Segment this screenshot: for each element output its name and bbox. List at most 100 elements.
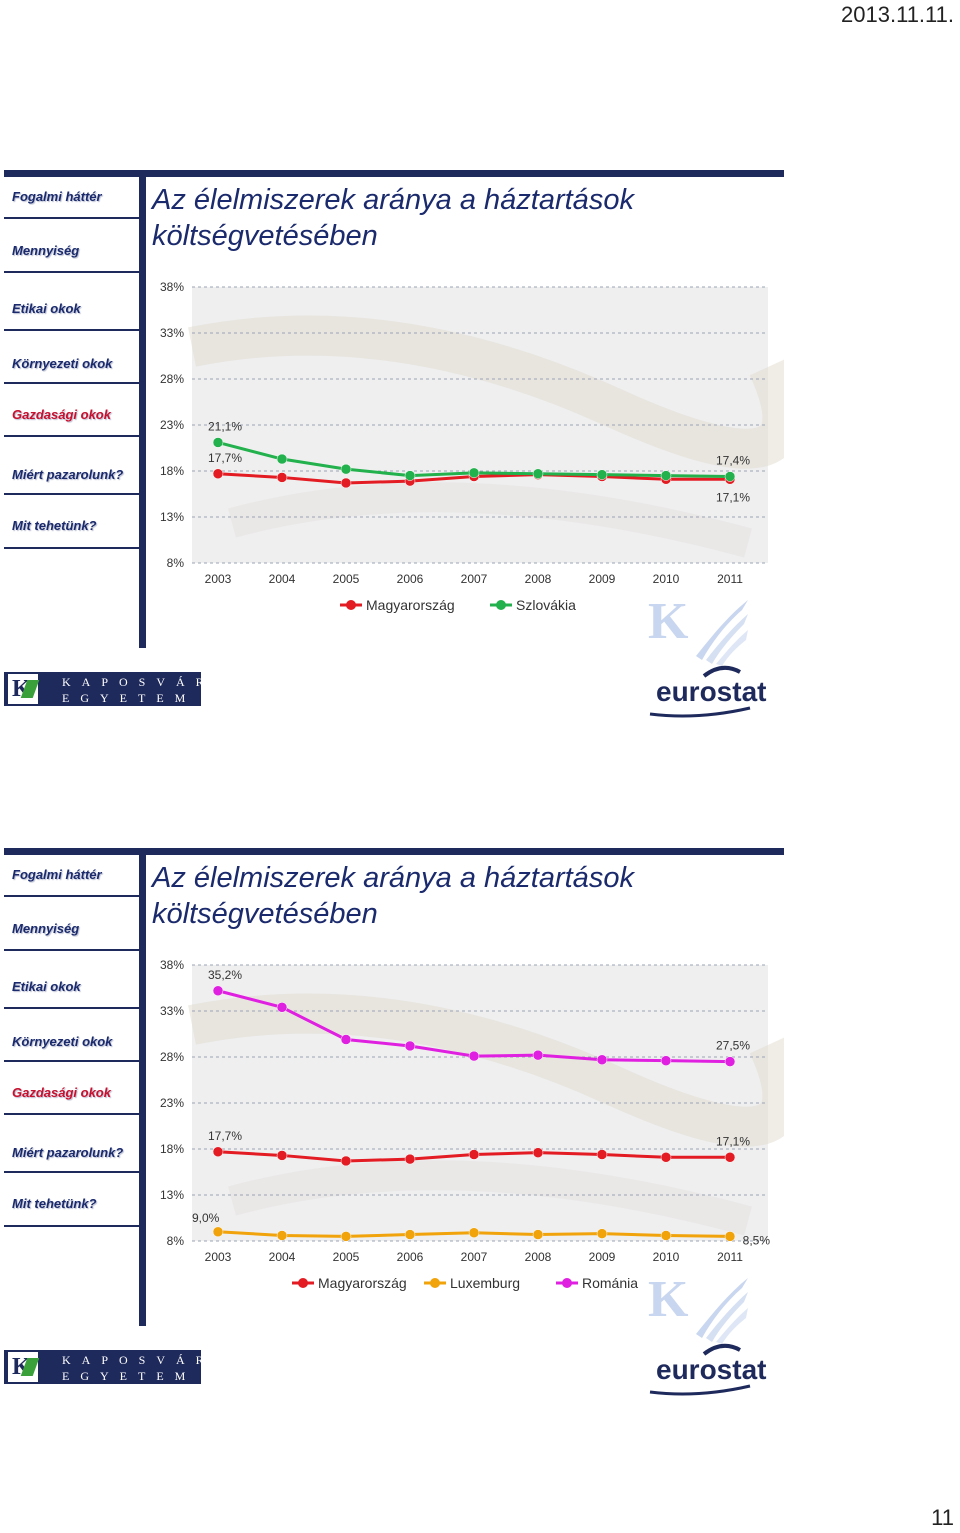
data-point — [724, 471, 736, 482]
x-tick-label: 2010 — [653, 1250, 680, 1264]
slide-2: Fogalmi háttér Mennyiség Etikai okok Kör… — [4, 848, 784, 1396]
banknote-watermark — [188, 315, 784, 469]
eurostat-logo: K eurostat — [648, 592, 768, 720]
eurostat-swoosh-icon — [649, 1384, 751, 1396]
chart-2: 38% 33% 28% 23% 18% 13% 8% 2003 2004 2005 2006 2007… — [160, 958, 784, 1291]
slide-sidebar: Fogalmi háttér Mennyiség Etikai okok Kör… — [4, 177, 139, 597]
x-tick-label: 2011 — [717, 1250, 743, 1264]
data-point — [532, 1147, 544, 1158]
eurostat-swoosh-icon — [649, 706, 751, 718]
data-point — [276, 1002, 288, 1013]
x-tick-label: 2007 — [461, 1250, 488, 1264]
nav-divider — [4, 1171, 139, 1173]
x-tick-label: 2007 — [461, 572, 488, 586]
data-point — [532, 1229, 544, 1240]
legend-label: Magyarország — [318, 1275, 407, 1291]
data-point — [532, 468, 544, 480]
x-tick-label: 2005 — [333, 1250, 360, 1264]
y-tick-label: 13% — [160, 510, 184, 524]
legend-swatch-marker — [496, 600, 506, 610]
data-label: 17,7% — [208, 451, 242, 465]
data-point — [660, 470, 672, 481]
nav-divider — [4, 493, 139, 495]
data-point — [596, 469, 608, 480]
legend-label: Luxemburg — [450, 1275, 520, 1291]
nav-item-fogalmi-hatter[interactable]: Fogalmi háttér — [12, 189, 102, 204]
legend-swatch-marker — [298, 1278, 308, 1288]
slide-divider-bar — [139, 848, 146, 1326]
x-tick-label: 2009 — [589, 1250, 616, 1264]
x-tick-label: 2009 — [589, 572, 616, 586]
nav-item-miert-pazarolunk[interactable]: Miért pazarolunk? — [12, 1145, 124, 1160]
nav-item-gazdasagi-okok[interactable]: Gazdasági okok — [12, 407, 111, 422]
data-point — [276, 1150, 288, 1161]
data-label: 27,5% — [716, 1039, 750, 1053]
nav-divider — [4, 547, 139, 549]
x-tick-label: 2003 — [205, 1250, 232, 1264]
ke-watermark-icon: K — [648, 1271, 689, 1328]
data-label: 9,0% — [192, 1211, 220, 1225]
nav-item-mennyiseg[interactable]: Mennyiség — [12, 921, 80, 936]
chart-1: 38% 33% 28% 23% 18% 13% 8% 2003 2004 2005 2006 2007… — [160, 280, 784, 613]
nav-item-etikai-okok[interactable]: Etikai okok — [12, 301, 81, 316]
ke-logo-icon: K — [8, 674, 40, 704]
x-tick-label: 2010 — [653, 572, 680, 586]
data-label: 17,1% — [716, 490, 750, 504]
x-tick-label: 2008 — [525, 572, 552, 586]
slide-title: Az élelmiszerek aránya a háztartások köl… — [152, 184, 634, 252]
nav-item-gazdasagi-okok[interactable]: Gazdasági okok — [12, 1085, 111, 1100]
data-point — [532, 1049, 544, 1061]
data-point — [212, 985, 224, 997]
x-tick-label: 2006 — [397, 1250, 424, 1264]
ke-logo-icon: K — [8, 1352, 40, 1382]
kaposvari-egyetem-logo: K KAPOSVÁRI EGYETEM — [4, 672, 219, 706]
nav-item-miert-pazarolunk[interactable]: Miért pazarolunk? — [12, 467, 124, 482]
y-tick-label: 18% — [160, 464, 184, 478]
nav-item-kornyezeti-okok[interactable]: Környezeti okok — [12, 1034, 113, 1049]
eurostat-wordmark: eurostat — [656, 1354, 767, 1385]
eurostat-logo: K eurostat — [648, 1270, 768, 1398]
logo-text-row2: EGYETEM — [62, 691, 197, 705]
nav-item-kornyezeti-okok[interactable]: Környezeti okok — [12, 356, 113, 371]
data-point — [276, 453, 288, 465]
y-tick-label: 33% — [160, 326, 184, 340]
x-tick-label: 2011 — [717, 572, 743, 586]
legend-swatch-marker — [346, 600, 356, 610]
slide-1: Fogalmi háttér Mennyiség Etikai okok Kör… — [4, 170, 784, 718]
data-point — [404, 1040, 416, 1052]
x-tick-label: 2008 — [525, 1250, 552, 1264]
eurostat-arc-icon — [702, 665, 741, 678]
nav-item-etikai-okok[interactable]: Etikai okok — [12, 979, 81, 994]
nav-divider — [4, 382, 139, 384]
slide-top-bar — [4, 170, 784, 177]
data-label: 17,4% — [716, 454, 750, 468]
slide-divider-bar — [139, 170, 146, 648]
y-tick-label: 38% — [160, 958, 184, 972]
legend-label: Románia — [582, 1275, 638, 1291]
data-point — [404, 470, 416, 481]
data-point — [660, 1055, 672, 1066]
nav-divider — [4, 435, 139, 437]
data-point — [340, 1034, 352, 1045]
y-tick-label: 28% — [160, 372, 184, 386]
nav-item-mit-tehetunk[interactable]: Mit tehetünk? — [12, 1196, 97, 1211]
data-point — [212, 468, 224, 480]
page-number: 11 — [931, 1505, 954, 1530]
y-tick-label: 33% — [160, 1004, 184, 1018]
x-tick-label: 2006 — [397, 572, 424, 586]
data-point — [404, 1229, 416, 1240]
legend-swatch-marker — [562, 1278, 572, 1288]
nav-item-mennyiseg[interactable]: Mennyiség — [12, 243, 80, 258]
nav-item-mit-tehetunk[interactable]: Mit tehetünk? — [12, 518, 97, 533]
data-point — [276, 1230, 288, 1241]
banknote-watermark — [228, 1160, 752, 1236]
data-point — [724, 1152, 736, 1163]
data-point — [468, 1149, 480, 1160]
y-tick-label: 38% — [160, 280, 184, 294]
data-point — [340, 463, 352, 475]
banknote-watermark — [188, 993, 784, 1147]
legend-swatch-marker — [430, 1278, 440, 1288]
nav-item-fogalmi-hatter[interactable]: Fogalmi háttér — [12, 867, 102, 882]
ke-watermark-icon: K — [648, 593, 689, 650]
slide-title: Az élelmiszerek aránya a háztartások köl… — [152, 862, 634, 930]
